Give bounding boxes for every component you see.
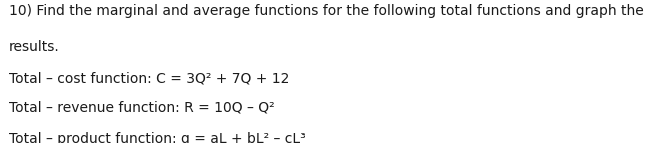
Text: Total – revenue function: R = 10Q – Q²: Total – revenue function: R = 10Q – Q² <box>9 100 274 114</box>
Text: Total – cost function: C = 3Q² + 7Q + 12: Total – cost function: C = 3Q² + 7Q + 12 <box>9 72 289 86</box>
Text: results.: results. <box>9 40 59 54</box>
Text: Total – product function: q = aL + bL² – cL³: Total – product function: q = aL + bL² –… <box>9 132 305 143</box>
Text: 10) Find the marginal and average functions for the following total functions an: 10) Find the marginal and average functi… <box>9 4 644 18</box>
